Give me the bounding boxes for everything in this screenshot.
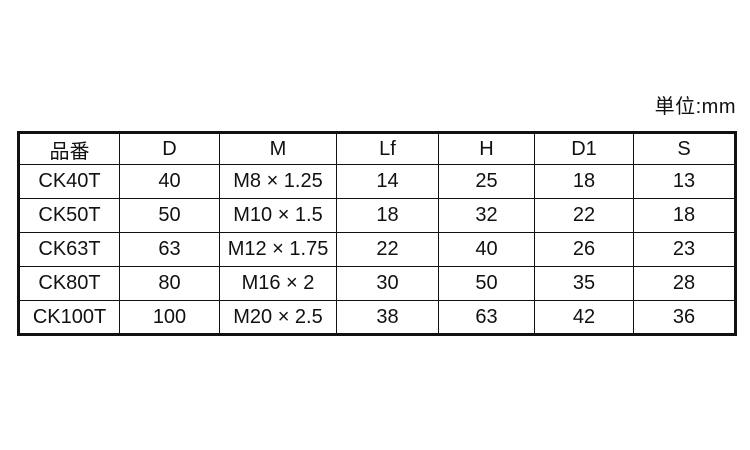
table-row: CK100T 100 M20 × 2.5 38 63 42 36 bbox=[18, 300, 736, 335]
cell-part-number: CK40T bbox=[18, 164, 120, 199]
cell-part-number: CK63T bbox=[18, 232, 120, 267]
cell-s: 23 bbox=[633, 232, 736, 267]
cell-m: M10 × 1.5 bbox=[219, 198, 337, 233]
column-header-part-number: 品番 bbox=[18, 132, 120, 165]
cell-s: 36 bbox=[633, 300, 736, 335]
cell-lf: 30 bbox=[336, 266, 439, 301]
cell-m: M12 × 1.75 bbox=[219, 232, 337, 267]
unit-label: 単位:mm bbox=[654, 96, 736, 118]
cell-h: 32 bbox=[438, 198, 535, 233]
cell-h: 40 bbox=[438, 232, 535, 267]
column-header-lf: Lf bbox=[336, 132, 439, 165]
cell-d: 63 bbox=[119, 232, 220, 267]
cell-s: 28 bbox=[633, 266, 736, 301]
header-row: 品番 D M Lf H D1 S bbox=[18, 132, 736, 165]
table-row: CK80T 80 M16 × 2 30 50 35 28 bbox=[18, 266, 736, 301]
cell-part-number: CK50T bbox=[18, 198, 120, 233]
cell-s: 18 bbox=[633, 198, 736, 233]
cell-part-number: CK100T bbox=[18, 300, 120, 335]
cell-m: M16 × 2 bbox=[219, 266, 337, 301]
column-header-h: H bbox=[438, 132, 535, 165]
cell-lf: 22 bbox=[336, 232, 439, 267]
table-row: CK50T 50 M10 × 1.5 18 32 22 18 bbox=[18, 198, 736, 233]
spec-table: 品番 D M Lf H D1 S CK40T 40 M8 × 1.25 14 2… bbox=[17, 131, 737, 336]
table-row: CK63T 63 M12 × 1.75 22 40 26 23 bbox=[18, 232, 736, 267]
cell-m: M8 × 1.25 bbox=[219, 164, 337, 199]
cell-d1: 26 bbox=[534, 232, 634, 267]
cell-h: 63 bbox=[438, 300, 535, 335]
cell-part-number: CK80T bbox=[18, 266, 120, 301]
cell-d: 50 bbox=[119, 198, 220, 233]
column-header-m: M bbox=[219, 132, 337, 165]
cell-lf: 18 bbox=[336, 198, 439, 233]
column-header-d: D bbox=[119, 132, 220, 165]
cell-lf: 38 bbox=[336, 300, 439, 335]
cell-d1: 42 bbox=[534, 300, 634, 335]
cell-d: 40 bbox=[119, 164, 220, 199]
cell-d1: 35 bbox=[534, 266, 634, 301]
cell-s: 13 bbox=[633, 164, 736, 199]
cell-h: 25 bbox=[438, 164, 535, 199]
column-header-s: S bbox=[633, 132, 736, 165]
cell-d: 80 bbox=[119, 266, 220, 301]
cell-h: 50 bbox=[438, 266, 535, 301]
cell-d1: 22 bbox=[534, 198, 634, 233]
column-header-d1: D1 bbox=[534, 132, 634, 165]
cell-d: 100 bbox=[119, 300, 220, 335]
cell-m: M20 × 2.5 bbox=[219, 300, 337, 335]
table-row: CK40T 40 M8 × 1.25 14 25 18 13 bbox=[18, 164, 736, 199]
cell-lf: 14 bbox=[336, 164, 439, 199]
cell-d1: 18 bbox=[534, 164, 634, 199]
